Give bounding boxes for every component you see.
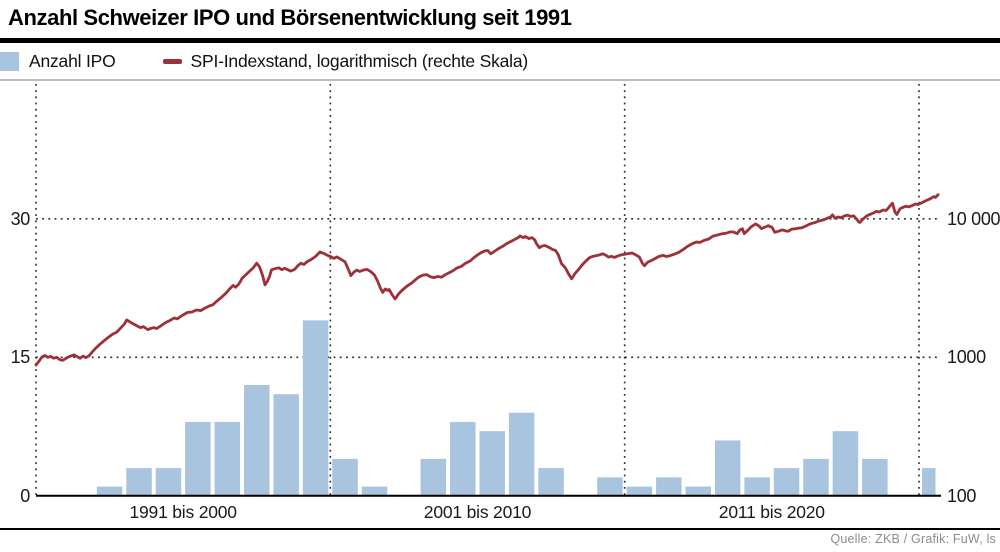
ipo-bar-2021 [921,468,936,496]
ipo-bar-1996 [185,421,211,496]
legend-spi-label: SPI-Indexstand, logarithmisch (rechte Sk… [190,50,529,71]
x-axis-decade-label: 2001 bis 2010 [423,502,532,522]
legend-ipo-label: Anzahl IPO [29,50,116,71]
ipo-bar-2011 [626,486,653,496]
ipo-bar-2015 [744,477,770,496]
y-left-tick-30: 30 [10,208,31,229]
ipo-bar-2006 [479,431,505,496]
ipo-bar-1994 [126,468,152,496]
ipo-bar-2005 [450,421,476,496]
y-right-tick-10000: 10 000 [947,208,1000,229]
y-right-tick-100: 100 [947,485,977,506]
legend: Anzahl IPO SPI-Indexstand, logarithmisch… [0,50,528,72]
ipo-bar-2000 [302,320,329,496]
title-rule [0,38,1000,43]
ipo-bar-2002 [361,486,388,496]
legend-line-swatch-icon [162,58,182,64]
x-axis-decade-label: 1991 bis 2000 [129,502,237,522]
ipo-bar-1998 [243,385,270,496]
ipo-bar-1995 [155,468,182,496]
source-credit: Quelle: ZKB / Grafik: FuW, ls [830,532,996,546]
ipo-bar-1993 [96,486,123,496]
ipo-bar-2001 [332,458,358,496]
ipo-bar-2013 [685,486,711,496]
ipo-bar-2008 [538,468,564,496]
y-right-tick-1000: 1000 [947,347,986,368]
ipo-bar-2012 [656,477,682,496]
y-left-tick-0: 0 [20,485,30,506]
page-title: Anzahl Schweizer IPO und Börsenentwicklu… [8,5,572,30]
footer-rule [0,528,1000,530]
plot-top-rule [0,79,1000,81]
ipo-bar-2016 [773,468,800,496]
ipo-bar-2019 [862,458,888,496]
ipo-bar-2018 [832,431,859,496]
x-axis-decade-label: 2011 bis 2020 [718,502,825,522]
ipo-bar-1997 [214,421,241,496]
ipo-bar-1999 [273,394,299,496]
y-left-tick-15: 15 [10,347,31,368]
legend-bar-swatch-icon [0,51,19,71]
ipo-bar-2007 [508,412,535,496]
ipo-bar-2004 [420,458,447,496]
ipo-bar-2014 [714,440,741,496]
ipo-bar-2017 [803,458,829,496]
ipo-bar-2010 [597,477,623,496]
spi-line [34,193,940,367]
